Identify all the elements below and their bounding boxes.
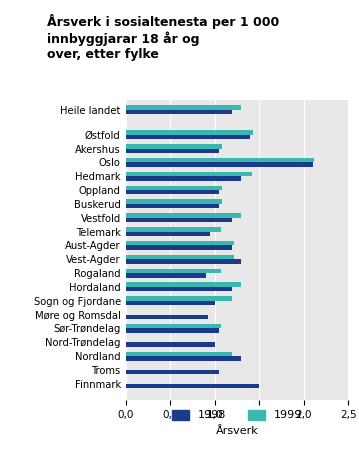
Bar — [126, 259, 241, 264]
Bar — [126, 106, 241, 110]
Bar — [126, 204, 219, 208]
Bar — [126, 218, 233, 222]
Bar — [126, 241, 234, 245]
Bar — [126, 342, 215, 347]
Bar — [126, 384, 259, 388]
Bar — [126, 287, 233, 291]
Bar — [126, 283, 241, 287]
Bar — [126, 172, 252, 176]
Bar — [126, 314, 209, 319]
Bar — [126, 186, 222, 190]
Bar — [126, 227, 221, 232]
Bar — [126, 324, 221, 329]
Bar — [126, 352, 233, 356]
Bar — [126, 162, 313, 167]
Legend: 1998, 1999: 1998, 1999 — [167, 405, 307, 425]
Text: Årsverk i sosialtenesta per 1 000 innbyggjarar 18 år og
over, etter fylke: Årsverk i sosialtenesta per 1 000 innbyg… — [47, 14, 279, 61]
Bar — [126, 329, 219, 333]
Bar — [126, 255, 234, 259]
Bar — [126, 273, 206, 278]
Bar — [126, 135, 250, 139]
X-axis label: Årsverk: Årsverk — [215, 426, 258, 436]
Bar — [126, 296, 233, 301]
Bar — [126, 199, 222, 204]
Bar — [126, 268, 221, 273]
Bar — [126, 148, 219, 153]
Bar — [126, 301, 215, 305]
Bar — [126, 245, 233, 250]
Bar — [126, 130, 253, 135]
Bar — [126, 176, 241, 181]
Bar — [126, 144, 222, 148]
Bar — [126, 110, 233, 114]
Bar — [126, 356, 241, 360]
Bar — [126, 370, 219, 374]
Bar — [126, 213, 241, 218]
Bar — [126, 158, 314, 162]
Bar — [126, 190, 219, 194]
Bar — [126, 232, 210, 236]
